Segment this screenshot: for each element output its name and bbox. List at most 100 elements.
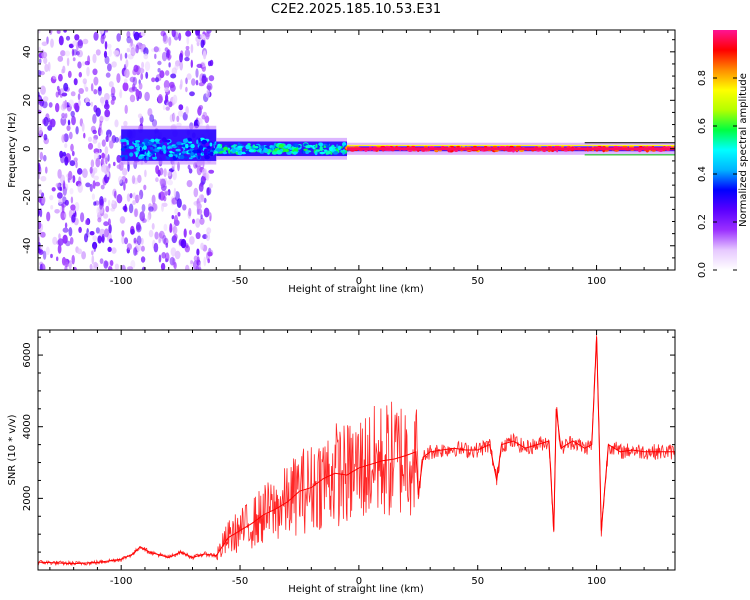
- heatmap-cell: [103, 260, 109, 269]
- heatmap-cell: [133, 237, 137, 244]
- spectrogram-y-ticks: -40 -20 0 20 40: [22, 39, 675, 259]
- heatmap-cell: [259, 149, 262, 153]
- heatmap-cell: [100, 184, 105, 190]
- heatmap-cell: [196, 165, 202, 176]
- heatmap-cell: [150, 138, 155, 143]
- heatmap-cell: [131, 148, 137, 152]
- heatmap-cell: [59, 88, 65, 94]
- heatmap-cell: [74, 34, 80, 41]
- heatmap-cell: [319, 142, 323, 147]
- heatmap-cell: [198, 194, 205, 203]
- heatmap-cell: [196, 63, 203, 68]
- heatmap-cell: [158, 254, 162, 263]
- heatmap-cell: [95, 107, 101, 117]
- heatmap-cell: [57, 238, 64, 246]
- heatmap-cell: [125, 178, 128, 184]
- heatmap-cell: [206, 30, 212, 34]
- colorbar-gradient: [713, 30, 737, 270]
- heatmap-cell: [197, 108, 201, 115]
- heatmap-cell: [138, 155, 143, 160]
- heatmap-cell: [99, 30, 104, 33]
- heatmap-cell: [168, 101, 173, 108]
- heatmap-cell: [98, 205, 104, 214]
- x-tick-label: 0: [356, 276, 362, 287]
- heatmap-cell: [104, 109, 111, 118]
- heatmap-cell: [188, 150, 192, 154]
- heatmap-cell: [197, 152, 201, 156]
- heatmap-cell: [81, 61, 85, 66]
- heatmap-cell: [284, 145, 288, 148]
- heatmap-cell: [129, 152, 134, 157]
- heatmap-cell: [68, 131, 73, 140]
- heatmap-cell: [155, 85, 161, 91]
- heatmap-cell: [163, 195, 167, 202]
- heatmap-cell: [60, 174, 65, 184]
- y-tick-label: 4000: [22, 414, 33, 439]
- heatmap-cell: [104, 146, 109, 155]
- heatmap-cell: [98, 123, 102, 134]
- heatmap-cell: [165, 106, 170, 111]
- heatmap-cell: [133, 208, 138, 218]
- heatmap-cell: [51, 187, 56, 192]
- spectrogram-heatmap: [38, 30, 675, 270]
- heatmap-cell: [149, 147, 154, 150]
- colorbar-ticks: 0.0 0.2 0.4 0.6 0.8: [697, 70, 737, 278]
- heatmap-cell: [91, 250, 94, 256]
- heatmap-cell: [148, 141, 152, 146]
- heatmap-cell: [121, 234, 125, 245]
- spectrogram-x-label: Height of straight line (km): [288, 284, 424, 295]
- heatmap-cell: [124, 52, 128, 59]
- heatmap-cell: [163, 168, 167, 178]
- heatmap-cell: [176, 141, 183, 146]
- heatmap-cell: [92, 235, 98, 241]
- heatmap-cell: [188, 157, 193, 160]
- heatmap-cell: [200, 242, 205, 250]
- heatmap-cell: [101, 164, 106, 173]
- heatmap-cell: [144, 91, 150, 102]
- reference-lines: [584, 142, 675, 156]
- heatmap-cell: [132, 177, 139, 185]
- heatmap-cell: [119, 89, 123, 99]
- heatmap-cell: [185, 77, 188, 85]
- heatmap-cell: [211, 147, 216, 151]
- heatmap-cell: [78, 99, 81, 107]
- heatmap-cell: [171, 147, 178, 153]
- heatmap-cell: [154, 231, 159, 240]
- heatmap-cell: [66, 125, 71, 131]
- colorbar-tick-label: 0.0: [697, 262, 708, 278]
- heatmap-cell: [40, 175, 47, 182]
- heatmap-cell: [126, 47, 131, 53]
- heatmap-cell: [91, 193, 95, 200]
- heatmap-cell: [191, 78, 196, 86]
- heatmap-cell: [139, 154, 146, 157]
- heatmap-cell: [172, 94, 178, 105]
- heatmap-cell: [135, 152, 138, 158]
- heatmap-cell: [151, 77, 156, 83]
- heatmap-cell: [74, 201, 80, 212]
- heatmap-cell: [208, 169, 215, 174]
- heatmap-cell: [316, 149, 321, 152]
- x-tick-label: -100: [110, 276, 133, 287]
- x-tick-label: 50: [471, 576, 484, 587]
- heatmap-cell: [188, 168, 193, 174]
- heatmap-cell: [183, 228, 187, 238]
- heatmap-cell: [143, 184, 147, 191]
- heatmap-cell: [198, 137, 201, 143]
- heatmap-cell: [208, 183, 213, 189]
- heatmap-cell: [143, 138, 150, 144]
- heatmap-cell: [228, 149, 231, 154]
- heatmap-cell: [109, 140, 114, 149]
- heatmap-cell: [61, 112, 66, 118]
- heatmap-cell: [62, 65, 66, 74]
- heatmap-cell: [85, 86, 89, 92]
- heatmap-cell: [128, 145, 134, 150]
- heatmap-cell: [89, 263, 93, 270]
- heatmap-cell: [182, 204, 187, 211]
- heatmap-cell: [69, 188, 74, 195]
- heatmap-cell: [141, 61, 145, 69]
- heatmap-cell: [133, 64, 139, 73]
- heatmap-cell: [38, 109, 42, 114]
- heatmap-cell: [162, 34, 169, 45]
- heatmap-cell: [129, 43, 136, 49]
- heatmap-cell: [97, 217, 102, 223]
